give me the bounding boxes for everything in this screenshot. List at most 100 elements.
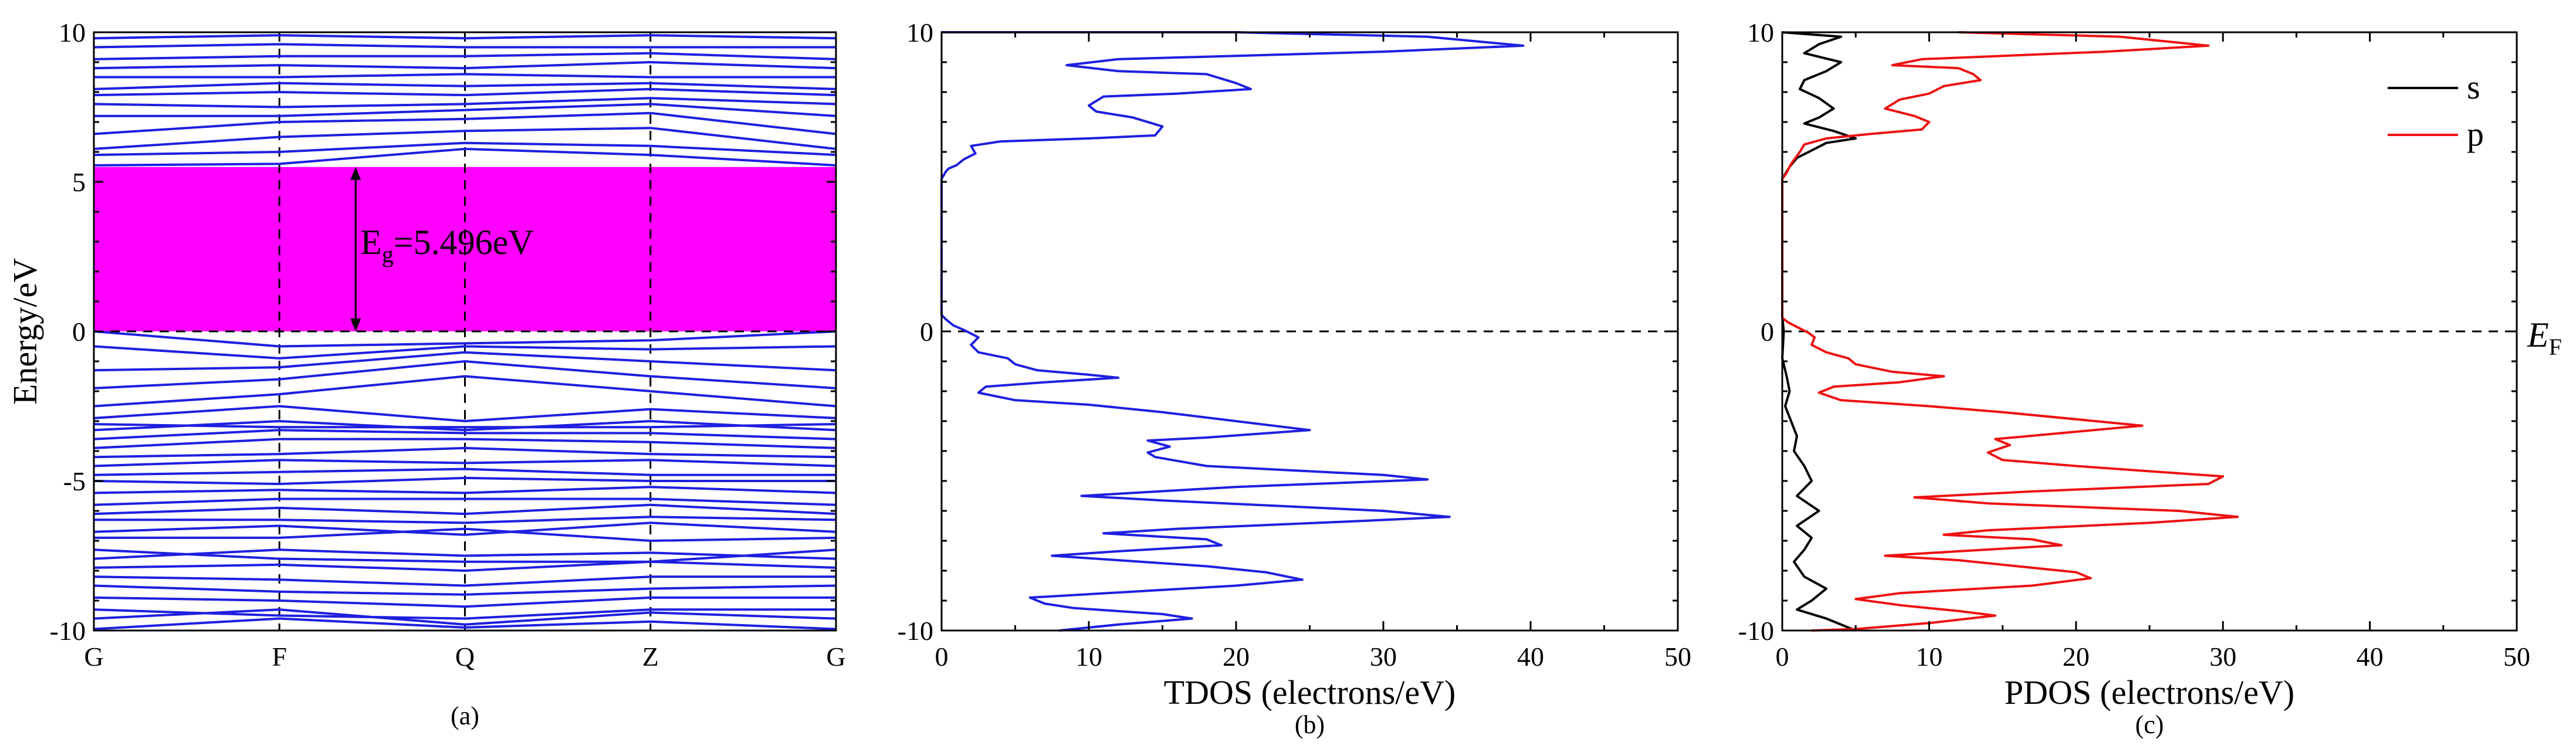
- band-line: [93, 60, 837, 70]
- band-line: [93, 608, 836, 620]
- band-line: [93, 52, 837, 60]
- band-line: [93, 360, 837, 389]
- band-line: [93, 87, 837, 97]
- band-line: [93, 575, 836, 587]
- fermi-energy-label: EF: [2527, 316, 2562, 360]
- band-gap-arrow-head-up: [350, 167, 361, 180]
- pdos-line-p: [1781, 31, 2239, 632]
- x-tick-label: 40: [2357, 642, 2384, 672]
- k-point-label: Z: [642, 642, 659, 672]
- band-line: [93, 111, 837, 135]
- legend: s p: [2388, 68, 2484, 153]
- x-axis-ticks-b: 0 10 20 30 40 50: [935, 32, 1691, 672]
- panel-label-a: (a): [451, 701, 479, 730]
- band-line: [93, 97, 837, 109]
- tdos-series: [940, 31, 1525, 632]
- band-line: [93, 486, 837, 494]
- band-line: [93, 375, 837, 408]
- band-line: [93, 147, 837, 167]
- band-line: [93, 476, 836, 486]
- x-tick-label: 0: [935, 642, 949, 672]
- band-structure-panel: Eg=5.496eV -10 -5 0 5 10 G F Q Z G Energy/eV (a): [6, 18, 846, 730]
- band-line: [93, 127, 837, 150]
- x-tick-label: 20: [2063, 642, 2090, 672]
- band-gap-subscript: g: [382, 241, 394, 267]
- band-line: [93, 423, 837, 429]
- y-tick-label: 10: [1747, 18, 1774, 48]
- band-line: [93, 429, 837, 440]
- tdos-line: [940, 31, 1525, 632]
- band-line: [94, 73, 836, 79]
- band-line: [93, 497, 837, 506]
- x-tick-label: 30: [2209, 642, 2236, 672]
- x-tick-label: 10: [1075, 642, 1102, 672]
- band-lines: [93, 34, 837, 631]
- panel-label-b: (b): [1295, 710, 1325, 739]
- x-tick-label: 30: [1370, 642, 1397, 672]
- band-line: [93, 459, 837, 467]
- band-gap-value: =5.496eV: [394, 223, 534, 262]
- band-line: [93, 548, 837, 560]
- x-axis-title: PDOS (electrons/eV): [2005, 673, 2295, 711]
- x-tick-label: 50: [1664, 642, 1691, 672]
- band-line: [93, 617, 837, 631]
- band-line: [93, 330, 837, 348]
- band-line: [93, 446, 837, 459]
- panel-label-c: (c): [2135, 710, 2164, 739]
- band-line: [93, 345, 837, 360]
- band-line: [93, 82, 837, 90]
- x-axis-title: TDOS (electrons/eV): [1164, 673, 1456, 711]
- band-gap-symbol: E: [360, 223, 382, 262]
- legend-label-s: s: [2467, 68, 2480, 106]
- y-axis-ticks-b: -10 0 10: [898, 18, 1678, 646]
- x-tick-label: 20: [1223, 642, 1250, 672]
- y-axis-ticks-c: -10 0 10: [1738, 18, 2517, 646]
- band-line: [93, 467, 836, 476]
- band-line: [94, 527, 837, 543]
- fermi-energy-symbol: E: [2527, 316, 2549, 354]
- y-tick-label: -10: [898, 616, 933, 646]
- x-tick-label: 10: [1915, 642, 1942, 672]
- band-line: [93, 419, 837, 432]
- band-line: [93, 351, 837, 372]
- y-tick-label: -5: [63, 466, 86, 496]
- y-tick-label: 0: [1761, 317, 1774, 347]
- y-axis-ticks-a: -10 -5 0 5 10: [50, 18, 836, 646]
- y-tick-label: 5: [72, 167, 86, 197]
- band-line: [93, 548, 837, 563]
- k-point-label: G: [826, 642, 845, 672]
- y-tick-label: 0: [920, 317, 933, 347]
- y-tick-label: 0: [72, 317, 86, 347]
- band-line: [94, 516, 837, 524]
- band-line: [93, 438, 837, 449]
- x-tick-label: 40: [1517, 642, 1544, 672]
- band-line: [93, 405, 837, 423]
- y-tick-label: 10: [59, 18, 86, 48]
- fermi-energy-subscript: F: [2549, 334, 2562, 360]
- band-line: [93, 584, 837, 596]
- band-line: [93, 34, 837, 40]
- band-line: [93, 43, 836, 49]
- band-gap-arrow-head-down: [350, 318, 361, 331]
- band-line: [93, 503, 837, 516]
- k-point-label: F: [272, 642, 287, 672]
- band-line: [93, 141, 837, 157]
- y-tick-label: -10: [50, 616, 86, 646]
- x-tick-label: 50: [2503, 642, 2530, 672]
- y-axis-title: Energy/eV: [6, 258, 44, 405]
- band-line: [93, 560, 837, 572]
- band-line: [93, 521, 837, 536]
- x-tick-label: 0: [1776, 642, 1789, 672]
- band-gap-label: Eg=5.496eV: [360, 223, 533, 267]
- k-point-label: Q: [455, 642, 475, 672]
- x-axis-ticks-c: 0 10 20 30 40 50: [1776, 32, 2530, 672]
- band-gap-arrow: [350, 167, 361, 331]
- legend-label-p: p: [2467, 115, 2484, 153]
- y-tick-label: 10: [906, 18, 933, 48]
- band-line: [93, 596, 836, 608]
- k-point-label: G: [84, 642, 103, 672]
